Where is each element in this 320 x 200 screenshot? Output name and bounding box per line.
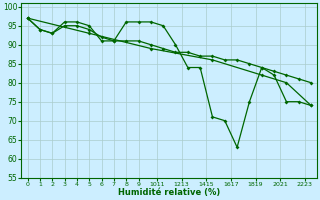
X-axis label: Humidité relative (%): Humidité relative (%) [118, 188, 220, 197]
